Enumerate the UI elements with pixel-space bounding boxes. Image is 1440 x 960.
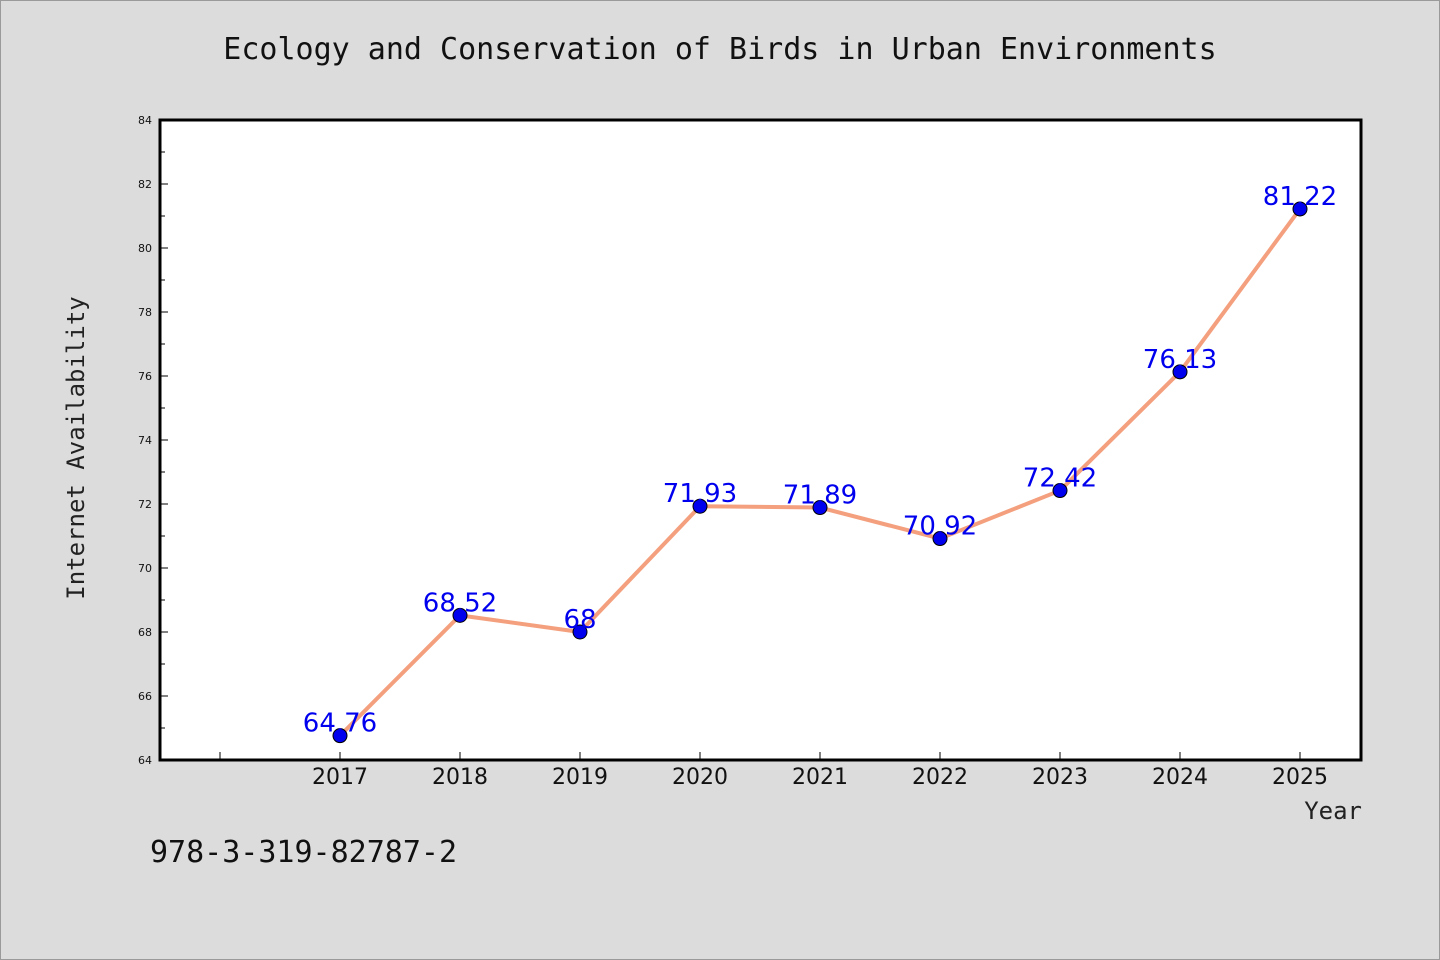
y-axis: 64 66 68 70 72 74 76 78 80 82 84 [138,114,168,767]
chart-title: Ecology and Conservation of Birds in Urb… [223,32,1217,67]
data-label: 68 [563,605,596,635]
data-label: 71.89 [783,481,857,511]
y-tick-label: 80 [138,242,152,255]
x-tick-label: 2019 [552,765,608,790]
data-point [1172,364,1188,380]
data-point [1052,483,1068,499]
x-tick-label: 2024 [1152,765,1208,790]
plot-area [158,118,1363,762]
data-label: 72.42 [1023,464,1097,494]
y-tick-label: 76 [138,370,152,383]
isbn-code: 978-3-319-82787-2 [150,835,458,870]
x-tick-label: 2018 [432,765,488,790]
data-label: 70.92 [903,512,977,542]
data-label: 71.93 [663,479,737,509]
y-tick-label: 72 [138,498,152,511]
x-tick-label: 2022 [912,765,968,790]
data-point [572,624,588,640]
y-tick-label: 66 [138,690,152,703]
data-label: 76.13 [1143,345,1217,375]
data-point [812,500,828,516]
data-labels: 64.76 68.52 68 71.93 71.89 70.92 72.42 76.13 81.… [303,182,1337,739]
y-tick-label: 82 [138,178,152,191]
y-tick-label: 68 [138,626,152,639]
x-axis-label: Year [1304,797,1362,825]
x-tick-label: 2020 [672,765,728,790]
x-axis: 2017 2018 2019 2020 2021 2022 2023 2024 2025 [219,752,1328,790]
x-tick-label: 2017 [312,765,368,790]
x-tick-label: 2023 [1032,765,1088,790]
data-point [692,498,708,514]
y-tick-label: 84 [138,114,152,127]
data-label: 68.52 [423,588,497,618]
y-tick-label: 74 [138,434,152,447]
data-point [332,728,348,744]
x-tick-label: 2025 [1272,765,1328,790]
y-tick-label: 64 [138,754,152,767]
data-point [452,607,468,623]
x-tick-label: 2021 [792,765,848,790]
y-tick-label: 78 [138,306,152,319]
data-point [932,531,948,547]
data-point [1292,201,1308,217]
data-label: 64.76 [303,709,377,739]
y-tick-label: 70 [138,562,152,575]
series-layer [332,201,1308,744]
data-label: 81.22 [1263,182,1337,212]
